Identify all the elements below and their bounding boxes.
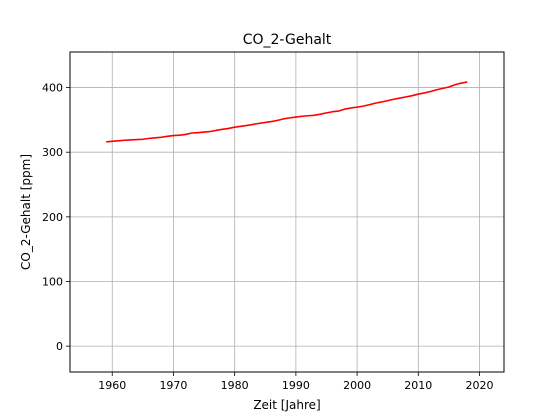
x-tick-label: 1990: [282, 379, 310, 392]
plot-frame: [69, 51, 505, 373]
y-tick-label: 400: [42, 82, 63, 95]
y-tick-label: 300: [42, 146, 63, 159]
y-tick-label: 0: [56, 340, 63, 353]
grid-lines: [70, 52, 504, 372]
x-tick-label: 2010: [404, 379, 432, 392]
y-axis-label: CO_2-Gehalt [ppm]: [19, 154, 33, 270]
x-tick-label: 2020: [466, 379, 494, 392]
x-tick-label: 2000: [343, 379, 371, 392]
x-tick-label: 1980: [221, 379, 249, 392]
axis-ticks: 1960 1970 1980 1990 2000 2010 2020 0 100 200 300 40…: [42, 82, 494, 392]
data-series: [106, 81, 468, 143]
x-tick-label: 1970: [159, 379, 187, 392]
chart-title: CO_2-Gehalt: [243, 32, 332, 48]
y-tick-label: 100: [42, 275, 63, 288]
co2-series-line: [106, 81, 468, 143]
x-axis-label: Zeit [Jahre]: [253, 398, 320, 412]
x-tick-label: 1960: [98, 379, 126, 392]
y-tick-label: 200: [42, 211, 63, 224]
